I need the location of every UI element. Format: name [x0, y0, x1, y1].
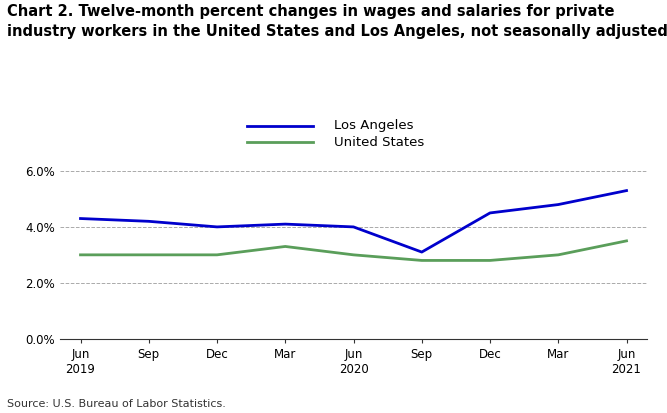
United States: [622, 238, 630, 243]
Los Angeles: [145, 219, 153, 224]
Los Angeles: [418, 249, 426, 254]
Los Angeles: [622, 188, 630, 193]
United States: [213, 252, 221, 257]
United States: [486, 258, 494, 263]
United States: [281, 244, 289, 249]
Text: Chart 2. Twelve-month percent changes in wages and salaries for private
industry: Chart 2. Twelve-month percent changes in…: [7, 4, 667, 39]
Text: Los Angeles: Los Angeles: [334, 119, 413, 133]
Los Angeles: [486, 211, 494, 216]
Text: Source: U.S. Bureau of Labor Statistics.: Source: U.S. Bureau of Labor Statistics.: [7, 399, 225, 409]
Line: Los Angeles: Los Angeles: [81, 190, 626, 252]
Los Angeles: [281, 222, 289, 227]
Line: United States: United States: [81, 241, 626, 261]
Los Angeles: [554, 202, 562, 207]
United States: [145, 252, 153, 257]
Los Angeles: [77, 216, 85, 221]
Los Angeles: [213, 224, 221, 229]
United States: [554, 252, 562, 257]
United States: [77, 252, 85, 257]
United States: [418, 258, 426, 263]
Text: United States: United States: [334, 136, 424, 149]
United States: [350, 252, 358, 257]
Los Angeles: [350, 224, 358, 229]
